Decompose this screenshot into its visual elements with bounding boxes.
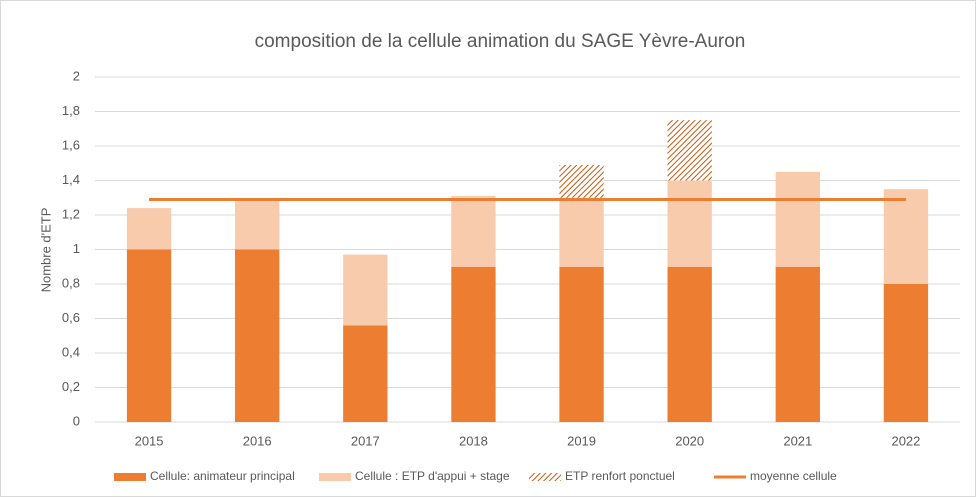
bar-segment bbox=[451, 196, 496, 267]
bar-segment bbox=[559, 164, 604, 198]
bar-segment bbox=[667, 180, 712, 267]
bar-segment bbox=[343, 254, 388, 326]
y-tick-label: 1,2 bbox=[62, 206, 80, 221]
y-tick-label: 0,2 bbox=[62, 379, 80, 394]
bar-segment bbox=[559, 266, 604, 422]
y-tick-label: 1 bbox=[73, 241, 80, 256]
bar-segment bbox=[883, 189, 929, 284]
x-tick-label: 2021 bbox=[783, 433, 812, 448]
bar-segment bbox=[883, 284, 929, 422]
x-tick-label: 2022 bbox=[891, 433, 920, 448]
y-tick-label: 0,4 bbox=[62, 344, 80, 359]
x-tick-label: 2017 bbox=[351, 433, 380, 448]
y-tick-label: 1,8 bbox=[62, 103, 80, 118]
x-tick-label: 2020 bbox=[675, 433, 704, 448]
x-tick-label: 2016 bbox=[243, 433, 272, 448]
y-tick-label: 1,6 bbox=[62, 137, 80, 152]
bar-segment bbox=[775, 171, 820, 267]
bar-segment bbox=[126, 249, 172, 422]
x-tick-label: 2019 bbox=[567, 433, 596, 448]
bar-segment bbox=[235, 201, 280, 250]
legend-label: moyenne cellule bbox=[750, 469, 837, 483]
bar-segment bbox=[451, 266, 496, 422]
legend-label: Cellule : ETP d'appui + stage bbox=[355, 469, 510, 483]
y-tick-label: 2 bbox=[73, 68, 80, 83]
chart-title: composition de la cellule animation du S… bbox=[255, 31, 746, 52]
bar-segment bbox=[126, 208, 172, 250]
y-axis-label: Nombre d'ETP bbox=[38, 208, 53, 293]
y-tick-label: 0,8 bbox=[62, 275, 80, 290]
y-tick-label: 0,6 bbox=[62, 310, 80, 325]
y-tick-label: 0 bbox=[73, 413, 80, 428]
bar-segment bbox=[235, 249, 280, 422]
bar-segment bbox=[559, 197, 604, 267]
legend-label: ETP renfort ponctuel bbox=[565, 469, 675, 483]
y-tick-label: 1,4 bbox=[62, 172, 80, 187]
x-tick-label: 2015 bbox=[135, 433, 164, 448]
legend-swatch bbox=[529, 473, 561, 481]
legend-swatch bbox=[114, 473, 146, 481]
bar-segment bbox=[775, 266, 820, 422]
x-tick-label: 2018 bbox=[459, 433, 488, 448]
legend-swatch bbox=[319, 473, 351, 481]
bar-segment bbox=[667, 120, 712, 181]
bar-segment bbox=[343, 325, 388, 422]
legend-label: Cellule: animateur principal bbox=[150, 469, 295, 483]
bar-segment bbox=[667, 266, 712, 422]
